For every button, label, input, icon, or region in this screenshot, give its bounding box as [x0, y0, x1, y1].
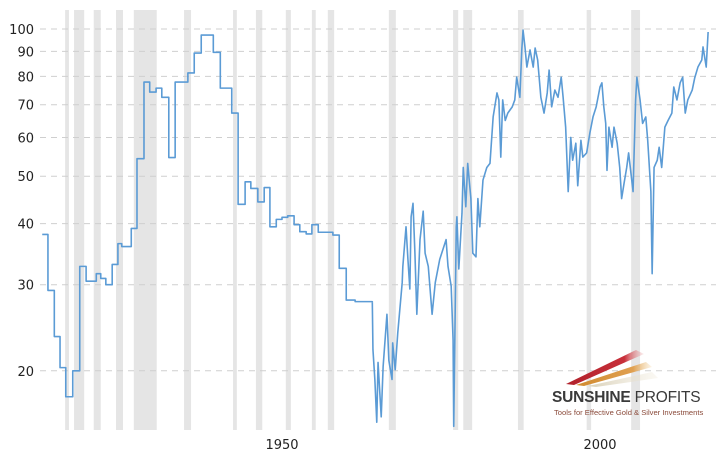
y-tick-label: 50 [17, 170, 34, 185]
series-line-annual [42, 34, 374, 398]
recession-band [255, 10, 263, 430]
recession-band [133, 10, 157, 430]
recession-band [116, 10, 123, 430]
recession-band [93, 10, 101, 430]
logo-name-bold: SUNSHINE [552, 389, 631, 406]
x-tick-label: 2000 [583, 438, 616, 453]
y-tick-label: 100 [9, 23, 34, 38]
x-tick-label: 1950 [265, 438, 298, 453]
recession-band [184, 10, 192, 430]
y-tick-label: 70 [17, 99, 34, 114]
recession-band [631, 10, 641, 430]
sunshine-profits-logo: SUNSHINE PROFITS Tools for Effective Gol… [548, 340, 716, 420]
recession-band [233, 10, 237, 430]
y-tick-label: 80 [17, 70, 34, 85]
recession-band [463, 10, 473, 430]
y-tick-label: 30 [17, 279, 34, 294]
recession-band [388, 10, 396, 430]
y-axis: 100 90 80 70 60 50 40 30 20 [9, 23, 34, 380]
recession-band [311, 10, 316, 430]
logo-tagline: Tools for Effective Gold & Silver Invest… [554, 408, 704, 417]
series-line-monthly [371, 29, 709, 428]
y-tick-label: 60 [17, 131, 34, 146]
logo-streaks-icon [566, 350, 658, 387]
recession-bands [65, 10, 641, 430]
recession-band [65, 10, 69, 430]
y-tick-label: 20 [17, 365, 34, 380]
x-axis: 1950 2000 [265, 438, 616, 453]
logo-name-light: PROFITS [634, 389, 701, 406]
y-tick-label: 90 [17, 45, 34, 60]
recession-band [285, 10, 291, 430]
recession-band [453, 10, 459, 430]
logo-name: SUNSHINE PROFITS [552, 389, 701, 407]
y-tick-label: 40 [17, 218, 34, 233]
recession-band [586, 10, 592, 430]
recession-band [327, 10, 335, 430]
recession-band [517, 10, 524, 430]
recession-band [74, 10, 85, 430]
